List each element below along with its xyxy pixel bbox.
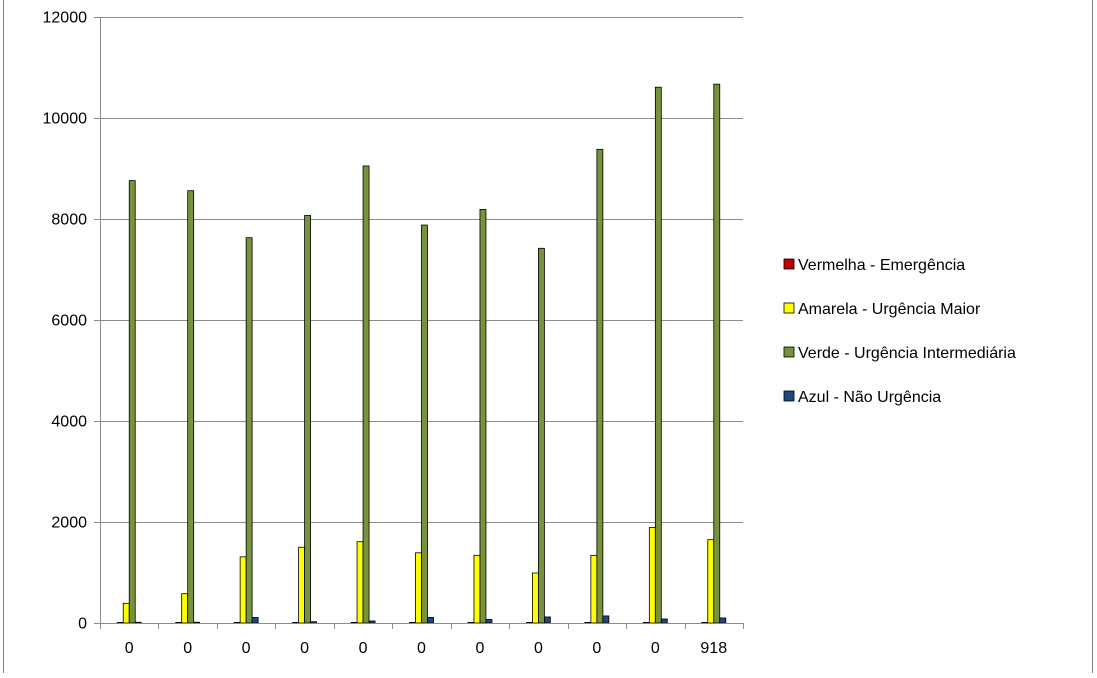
bar-amarela bbox=[298, 546, 305, 624]
legend-swatch bbox=[783, 302, 795, 314]
x-tick-label: 0 bbox=[300, 640, 309, 657]
bar-azul bbox=[427, 617, 434, 624]
legend-label: Verde - Urgência Intermediária bbox=[798, 345, 1016, 362]
bar-amarela bbox=[473, 554, 481, 624]
legend-label: Azul - Não Urgência bbox=[798, 389, 941, 406]
bar-azul bbox=[602, 615, 610, 624]
bar-amarela bbox=[181, 593, 189, 624]
x-tick-label: 0 bbox=[242, 640, 251, 657]
x-tick-label: 0 bbox=[417, 640, 426, 657]
legend-swatch bbox=[783, 346, 795, 358]
legend-label: Vermelha - Emergência bbox=[798, 257, 965, 274]
y-tick-labels: 0 2000 4000 6000 8000 10000 12000 bbox=[43, 10, 88, 633]
bar-vermelha bbox=[642, 622, 650, 624]
y-tick-label: 0 bbox=[78, 616, 87, 633]
y-tick-label: 2000 bbox=[51, 515, 87, 532]
legend-label: Amarela - Urgência Maior bbox=[798, 301, 981, 318]
bar-vermelha bbox=[526, 622, 533, 624]
bar-vermelha bbox=[292, 622, 299, 624]
x-tick-labels: 0 0 0 0 0 0 0 0 0 0 918 bbox=[125, 640, 727, 657]
legend: Vermelha - Emergência Amarela - Urgência … bbox=[783, 257, 1016, 406]
bar-vermelha bbox=[350, 622, 358, 624]
bars bbox=[116, 83, 727, 624]
bar-amarela bbox=[707, 539, 715, 624]
bar-azul bbox=[368, 620, 376, 624]
y-tick-label: 8000 bbox=[51, 212, 87, 229]
bar-azul bbox=[310, 621, 317, 624]
bar-verde bbox=[421, 224, 428, 624]
x-tick-label: 0 bbox=[125, 640, 134, 657]
bar-amarela bbox=[356, 541, 364, 624]
x-tick-label: 0 bbox=[651, 640, 660, 657]
x-tick-label: 0 bbox=[476, 640, 485, 657]
x-tick-label: 0 bbox=[183, 640, 192, 657]
bar-azul bbox=[134, 621, 142, 624]
bar-vermelha bbox=[584, 622, 592, 624]
bar-amarela bbox=[648, 527, 656, 624]
x-tick-label: 918 bbox=[700, 640, 727, 657]
axes bbox=[100, 17, 744, 629]
bar-verde bbox=[479, 209, 487, 624]
bar-azul bbox=[251, 617, 259, 624]
bar-verde bbox=[187, 190, 195, 624]
bar-vermelha bbox=[701, 622, 709, 624]
y-tick-label: 10000 bbox=[43, 111, 88, 128]
bar-verde bbox=[538, 247, 545, 624]
bar-amarela bbox=[590, 554, 598, 624]
bar-verde bbox=[304, 215, 311, 624]
bar-verde bbox=[128, 180, 136, 624]
bar-azul bbox=[719, 617, 727, 624]
legend-swatch bbox=[783, 258, 795, 270]
y-tick-label: 4000 bbox=[51, 414, 87, 431]
bar-vermelha bbox=[409, 622, 416, 624]
x-tick-label: 0 bbox=[592, 640, 601, 657]
bar-verde bbox=[596, 148, 604, 624]
bar-azul bbox=[193, 621, 201, 624]
bar-amarela bbox=[532, 572, 539, 624]
bar-azul bbox=[485, 619, 493, 624]
bar-amarela bbox=[239, 556, 247, 624]
y-tick-label: 12000 bbox=[43, 10, 88, 27]
x-tick-label: 0 bbox=[359, 640, 368, 657]
bar-amarela bbox=[122, 602, 130, 624]
y-tick-label: 6000 bbox=[51, 313, 87, 330]
bar-verde bbox=[362, 165, 370, 624]
bar-verde bbox=[713, 83, 721, 624]
bar-azul bbox=[544, 616, 551, 624]
bar-azul bbox=[660, 618, 668, 624]
legend-swatch bbox=[783, 390, 795, 402]
bar-amarela bbox=[415, 552, 422, 624]
bar-verde bbox=[245, 237, 253, 624]
x-tick-label: 0 bbox=[534, 640, 543, 657]
bar-vermelha bbox=[116, 622, 124, 624]
bar-vermelha bbox=[175, 622, 183, 624]
bar-verde bbox=[654, 86, 662, 624]
bar-vermelha bbox=[233, 622, 241, 624]
bar-vermelha bbox=[467, 622, 475, 624]
